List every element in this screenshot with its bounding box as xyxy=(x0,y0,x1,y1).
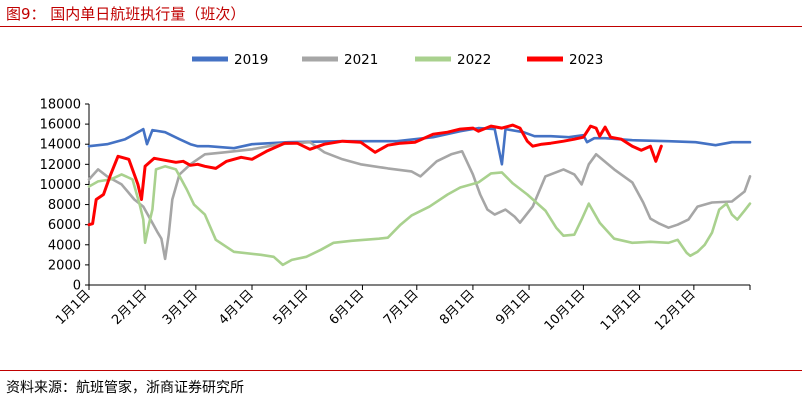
figure-title: 图9： 国内单日航班执行量（班次） xyxy=(6,5,246,23)
y-tick-label: 0 xyxy=(73,279,81,294)
x-tick-label: 11月1日 xyxy=(598,287,645,334)
x-tick-label: 2月1日 xyxy=(109,287,150,328)
legend-label-2023: 2023 xyxy=(569,52,603,68)
source-note: 资料来源：航班管家，浙商证券研究所 xyxy=(6,380,244,396)
x-tick-label: 8月1日 xyxy=(437,287,478,328)
series-line-2019 xyxy=(87,126,752,166)
x-tick-label: 6月1日 xyxy=(327,287,368,328)
y-tick-label: 14000 xyxy=(40,138,81,153)
y-tick-label: 4000 xyxy=(48,238,81,253)
series-line-2021 xyxy=(87,140,752,261)
series-line-2023 xyxy=(87,123,663,227)
legend-label-2022: 2022 xyxy=(457,52,491,68)
legend-label-2021: 2021 xyxy=(344,52,378,68)
line-chart: 2019 2021 2022 2023 0 2000 4000 6000 8000 10000 12… xyxy=(40,52,752,334)
series-line-2022 xyxy=(87,165,752,267)
x-tick-label: 12月1日 xyxy=(652,287,699,334)
y-tick-label: 10000 xyxy=(40,178,81,193)
x-tick-label: 9月1日 xyxy=(493,287,534,328)
y-tick-label: 16000 xyxy=(40,118,81,133)
source-rule xyxy=(0,370,802,371)
x-tick-label: 3月1日 xyxy=(160,287,201,328)
y-tick-label: 18000 xyxy=(40,98,81,113)
x-tick-label: 5月1日 xyxy=(270,287,311,328)
x-tick-label: 4月1日 xyxy=(216,287,257,328)
legend-label-2019: 2019 xyxy=(234,52,268,68)
y-tick-label: 8000 xyxy=(48,198,81,213)
y-tick-label: 2000 xyxy=(48,258,81,273)
title-rule xyxy=(0,26,802,27)
y-tick-label: 6000 xyxy=(48,218,81,233)
y-tick-label: 12000 xyxy=(40,158,81,173)
x-tick-label: 7月1日 xyxy=(381,287,422,328)
x-tick-label: 10月1日 xyxy=(542,287,589,334)
